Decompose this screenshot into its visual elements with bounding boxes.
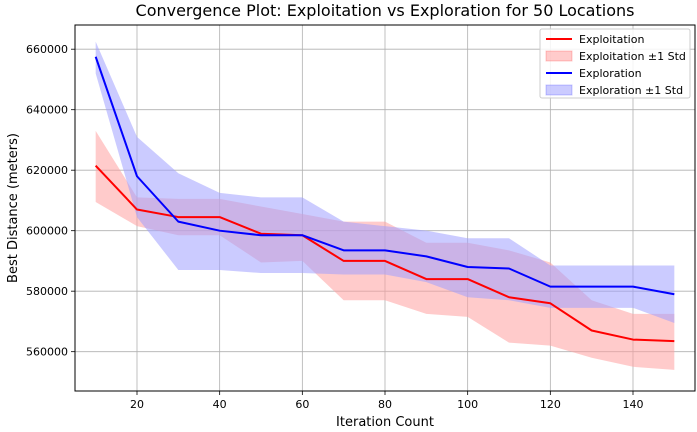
- x-tick-label: 80: [378, 398, 392, 411]
- y-tick-label: 640000: [26, 104, 68, 117]
- x-tick-label: 60: [295, 398, 309, 411]
- legend-label: Exploitation ±1 Std: [579, 50, 686, 63]
- legend-band-exploitation: [545, 50, 573, 62]
- y-tick-label: 580000: [26, 285, 68, 298]
- line-exploration: [94, 56, 675, 296]
- y-tick-label: 660000: [26, 43, 68, 56]
- legend-box: [539, 28, 691, 99]
- std-band-exploration: [95, 41, 675, 323]
- y-tick-label: 620000: [26, 164, 68, 177]
- legend: Exploitation Exploitation ±1 Std Explorati…: [539, 28, 691, 99]
- x-tick-label: 40: [213, 398, 227, 411]
- x-axis-ticks: 20 40 60 80 100 120 140: [130, 391, 644, 411]
- line-exploitation: [94, 164, 675, 343]
- y-axis-label: Best Distance (meters): [6, 133, 21, 283]
- x-axis-label: Iteration Count: [336, 415, 434, 430]
- legend-band-exploration: [545, 84, 573, 96]
- legend-label: Exploration ±1 Std: [579, 84, 683, 97]
- x-tick-label: 20: [130, 398, 144, 411]
- series-lines: [94, 56, 675, 343]
- chart-title: Convergence Plot: Exploitation vs Explor…: [136, 1, 635, 20]
- x-tick-label: 120: [540, 398, 561, 411]
- x-tick-label: 140: [623, 398, 644, 411]
- legend-label: Exploration: [579, 67, 642, 80]
- y-axis-ticks: 560000 580000 600000 620000 640000 660000: [26, 43, 75, 359]
- legend-label: Exploitation: [579, 33, 644, 46]
- x-tick-label: 100: [457, 398, 478, 411]
- y-tick-label: 560000: [26, 346, 68, 359]
- y-tick-label: 600000: [26, 225, 68, 238]
